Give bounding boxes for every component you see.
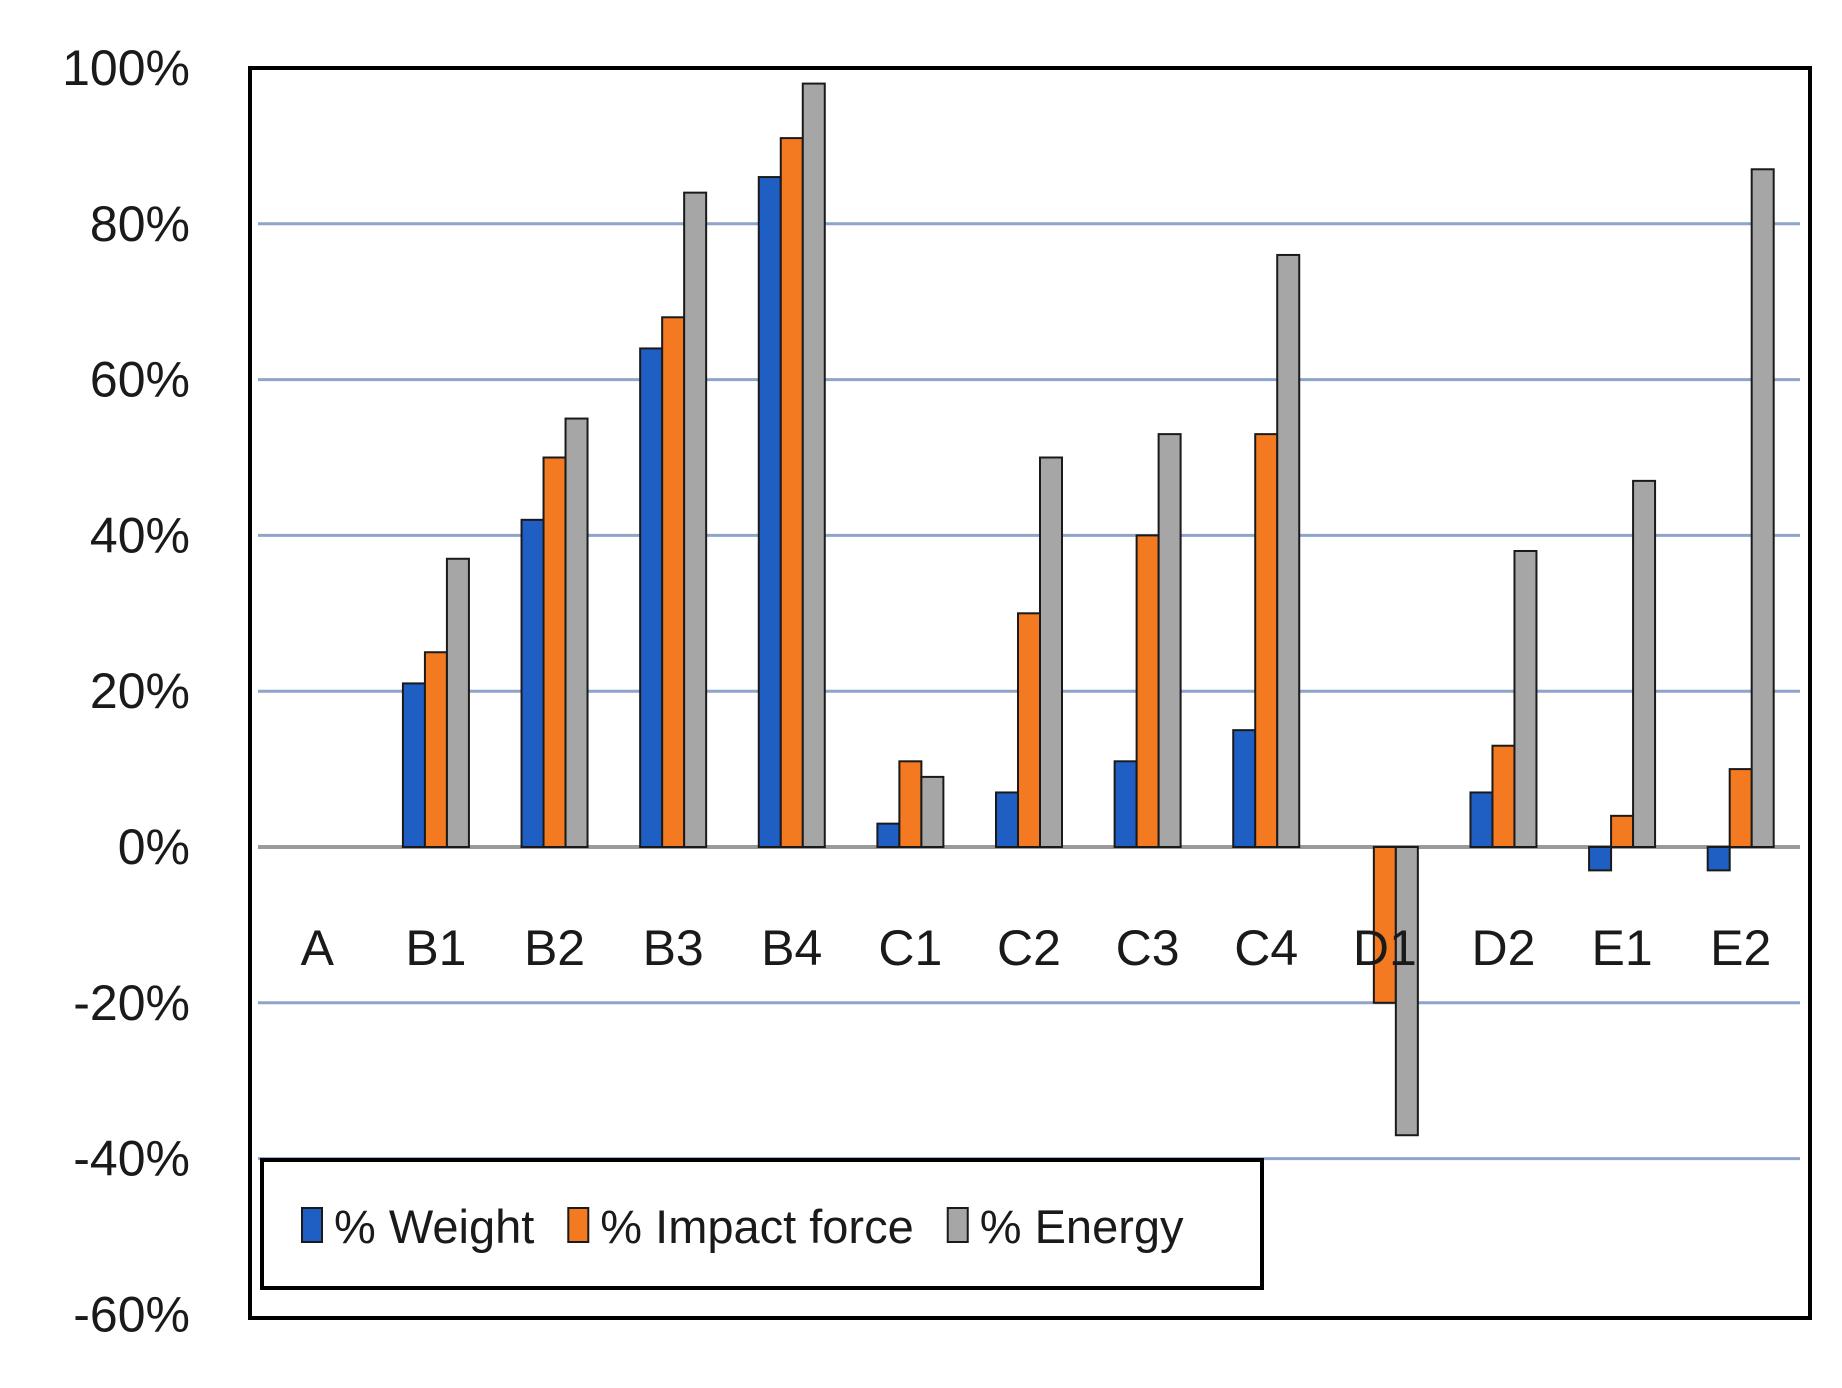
x-category-label: C2 [997, 920, 1061, 976]
bar-pct-impact-force-c4 [1254, 433, 1279, 848]
bar-pct-weight-d2 [1469, 791, 1494, 848]
bar-pct-impact-force-c1 [898, 760, 923, 848]
bar-pct-impact-force-b4 [779, 137, 804, 849]
x-category-label: E1 [1591, 920, 1652, 976]
bar-pct-energy-b1 [445, 557, 470, 849]
x-category-label: B1 [405, 920, 466, 976]
y-tick-label: 60% [90, 352, 190, 408]
bar-pct-energy-b2 [564, 417, 589, 848]
legend-label-pct-energy: % Energy [980, 1200, 1184, 1253]
y-axis-ticks: 100% 80% 60% 40% 20% 0% -20% -40% -60% [62, 40, 190, 1342]
bar-pct-energy-d1 [1394, 846, 1419, 1137]
y-tick-label: 20% [90, 663, 190, 719]
x-category-label: D1 [1353, 920, 1417, 976]
x-category-label: C3 [1116, 920, 1180, 976]
y-tick-label: 100% [62, 40, 190, 96]
bar-pct-weight-b1 [401, 682, 426, 848]
bar-pct-impact-force-b1 [423, 651, 448, 848]
bar-pct-weight-e2 [1706, 846, 1731, 872]
legend-swatch-pct-weight [301, 1207, 323, 1243]
bar-pct-energy-c2 [1039, 456, 1063, 848]
legend-label-pct-weight: % Weight [334, 1200, 534, 1253]
bar-pct-energy-b3 [683, 191, 708, 848]
bar-pct-impact-force-d2 [1491, 744, 1516, 848]
bar-pct-impact-force-e2 [1728, 768, 1753, 848]
x-category-label: B3 [643, 920, 704, 976]
bar-pct-weight-e1 [1588, 846, 1613, 872]
bar-pct-energy-c4 [1276, 253, 1301, 848]
bar-pct-weight-c3 [1113, 760, 1138, 848]
bar-pct-impact-force-b3 [661, 316, 686, 848]
y-tick-label: 0% [118, 819, 190, 875]
y-tick-label: 80% [90, 196, 190, 252]
x-category-label: A [301, 920, 335, 976]
bar-pct-weight-c1 [876, 822, 901, 849]
y-tick-label: -40% [73, 1131, 190, 1187]
bar-pct-impact-force-b2 [542, 456, 567, 848]
legend-box [260, 1158, 1264, 1290]
x-axis-categories: A B1 B2 B3 B4 C1 C2 C3 C4 D1 D2 E1 E2 [301, 920, 1772, 976]
bar-pct-energy-c1 [920, 775, 945, 849]
bar-pct-weight-b3 [639, 347, 664, 848]
x-category-label: C1 [878, 920, 942, 976]
bar-pct-energy-d2 [1513, 549, 1538, 848]
bar-pct-impact-force-c3 [1135, 534, 1160, 849]
bar-pct-weight-c2 [995, 791, 1019, 848]
bars [401, 82, 1775, 1137]
bar-pct-impact-force-c2 [1017, 612, 1041, 848]
bar-pct-energy-e2 [1750, 168, 1775, 848]
y-tick-label: 40% [90, 507, 190, 563]
legend: % Weight % Impact force % Energy [260, 1158, 1264, 1290]
legend-label-pct-impact-force: % Impact force [600, 1200, 913, 1253]
bar-pct-impact-force-e1 [1610, 814, 1635, 849]
y-tick-label: -60% [73, 1286, 190, 1342]
x-category-label: B4 [761, 920, 822, 976]
legend-swatch-pct-energy [946, 1207, 969, 1243]
x-category-label: E2 [1710, 920, 1771, 976]
bar-pct-weight-b4 [757, 176, 782, 848]
bar-pct-energy-c3 [1157, 433, 1182, 848]
bar-pct-energy-e1 [1632, 479, 1657, 848]
plot-frame [248, 66, 1812, 1320]
bar-pct-weight-b2 [520, 518, 545, 848]
x-category-label: D2 [1472, 920, 1536, 976]
bar-pct-weight-c4 [1232, 729, 1257, 849]
x-category-label: B2 [524, 920, 585, 976]
x-category-label: C4 [1234, 920, 1298, 976]
y-tick-label: -20% [73, 975, 190, 1031]
bar-pct-energy-b4 [801, 82, 826, 848]
legend-swatch-pct-impact-force [567, 1207, 590, 1243]
